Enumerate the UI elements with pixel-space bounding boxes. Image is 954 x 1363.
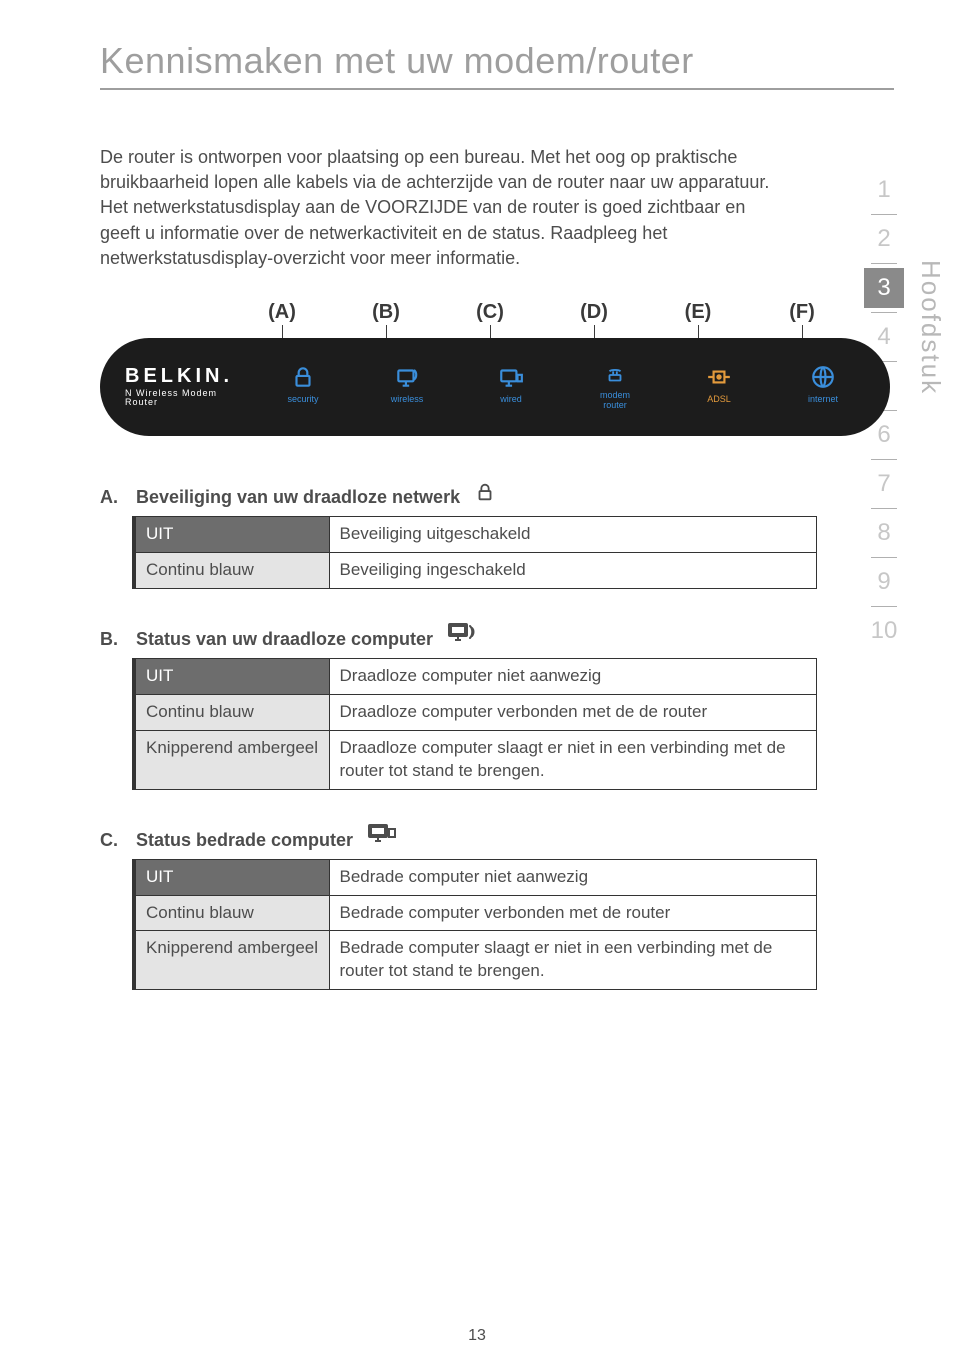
- wired-icon: wired: [479, 364, 543, 410]
- label-d: (D): [562, 301, 626, 324]
- table-a: UIT Beveiliging uitgeschakeld Continu bl…: [132, 516, 817, 589]
- page-number: 13: [0, 1327, 954, 1345]
- wired-monitor-icon: [367, 820, 397, 851]
- internet-icon: internet: [791, 364, 855, 410]
- table-row: Knipperend ambergeel Bedrade computer sl…: [134, 931, 817, 990]
- lock-icon: [474, 481, 496, 508]
- table-row: Continu blauw Bedrade computer verbonden…: [134, 895, 817, 931]
- table-row: UIT Draadloze computer niet aanwezig: [134, 658, 817, 694]
- label-e: (E): [666, 301, 730, 324]
- nav-item-2[interactable]: 2: [864, 219, 904, 259]
- router-icons: security wireless wired modem router ADS…: [271, 364, 855, 410]
- section-c-letter: C.: [100, 830, 126, 851]
- section-c: C. Status bedrade computer UIT Bedrade c…: [100, 820, 820, 991]
- table-row: Continu blauw Beveiliging ingeschakeld: [134, 552, 817, 588]
- nav-item-9[interactable]: 9: [864, 562, 904, 602]
- label-b: (B): [354, 301, 418, 324]
- section-b-letter: B.: [100, 629, 126, 650]
- table-row: Continu blauw Draadloze computer verbond…: [134, 694, 817, 730]
- label-a: (A): [250, 301, 314, 324]
- chapter-label: Hoofdstuk: [915, 260, 946, 395]
- adsl-icon: ADSL: [687, 364, 751, 410]
- wireless-monitor-icon: [447, 619, 477, 650]
- brand-name: BELKIN.: [125, 366, 233, 386]
- section-a-letter: A.: [100, 487, 126, 508]
- section-c-title: Status bedrade computer: [136, 830, 353, 851]
- nav-item-8[interactable]: 8: [864, 513, 904, 553]
- section-a: A. Beveiliging van uw draadloze netwerk …: [100, 481, 820, 589]
- table-row: UIT Bedrade computer niet aanwezig: [134, 859, 817, 895]
- table-b: UIT Draadloze computer niet aanwezig Con…: [132, 658, 817, 790]
- nav-item-7[interactable]: 7: [864, 464, 904, 504]
- nav-item-10[interactable]: 10: [864, 611, 904, 651]
- table-row: UIT Beveiliging uitgeschakeld: [134, 516, 817, 552]
- nav-item-1[interactable]: 1: [864, 170, 904, 210]
- title-rule: [100, 88, 894, 90]
- router-illustration: BELKIN. N Wireless Modem Router security…: [100, 338, 890, 436]
- brand-block: BELKIN. N Wireless Modem Router: [125, 366, 233, 407]
- intro-text: De router is ontworpen voor plaatsing op…: [100, 145, 770, 271]
- table-c: UIT Bedrade computer niet aanwezig Conti…: [132, 859, 817, 991]
- section-a-title: Beveiliging van uw draadloze netwerk: [136, 487, 460, 508]
- wireless-icon: wireless: [375, 364, 439, 410]
- label-c: (C): [458, 301, 522, 324]
- security-icon: security: [271, 364, 335, 410]
- modem-router-icon: modem router: [583, 364, 647, 410]
- indicator-labels: (A) (B) (C) (D) (E) (F): [250, 301, 894, 324]
- nav-item-3[interactable]: 3: [864, 268, 904, 308]
- table-row: Knipperend ambergeel Draadloze computer …: [134, 730, 817, 789]
- section-b: B. Status van uw draadloze computer UIT …: [100, 619, 820, 790]
- brand-sub: N Wireless Modem Router: [125, 389, 233, 407]
- router-body: BELKIN. N Wireless Modem Router security…: [100, 338, 890, 436]
- page-title: Kennismaken met uw modem/router: [100, 40, 894, 82]
- page: Kennismaken met uw modem/router 1 2 3 4 …: [0, 0, 954, 1363]
- label-f: (F): [770, 301, 834, 324]
- section-b-title: Status van uw draadloze computer: [136, 629, 433, 650]
